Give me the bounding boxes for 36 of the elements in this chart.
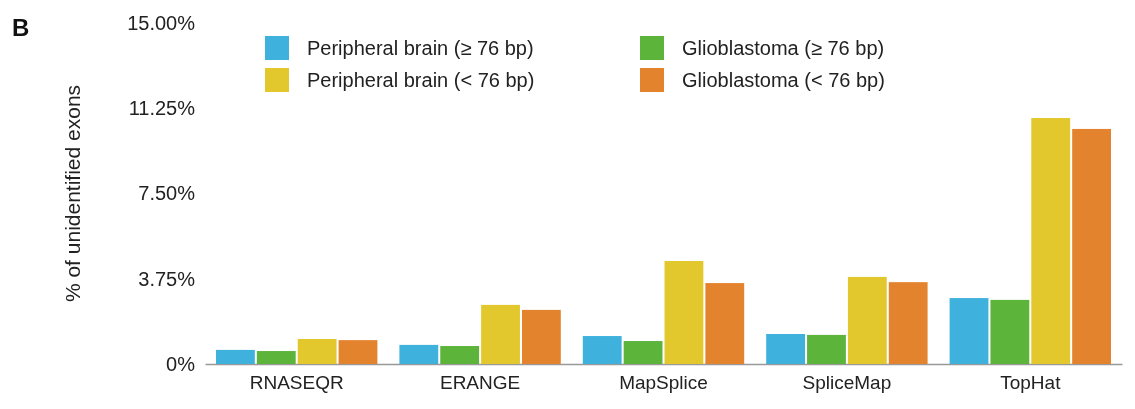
x-tick-label: SpliceMap <box>802 372 892 394</box>
bar <box>216 349 255 364</box>
bar <box>807 334 846 364</box>
bar <box>990 299 1030 364</box>
legend-label: Peripheral brain (≥ 76 bp) <box>307 37 534 59</box>
legend-label: Peripheral brain (< 76 bp) <box>307 69 535 91</box>
bar <box>297 338 337 364</box>
bar <box>521 309 561 364</box>
bar <box>766 333 806 364</box>
legend-label: Glioblastoma (< 76 bp) <box>682 69 885 91</box>
y-tick-label: 3.75% <box>138 267 196 290</box>
bar <box>705 283 745 364</box>
bar <box>664 261 704 364</box>
x-tick-label: MapSplice <box>619 372 708 394</box>
x-tick-label: ERANGE <box>439 372 521 394</box>
bar <box>338 340 378 364</box>
y-tick-label: 0% <box>166 352 196 375</box>
text: B <box>12 14 30 41</box>
bar <box>949 298 989 364</box>
y-tick-label: 15.00% <box>127 11 196 34</box>
x-tick-label: RNASEQR <box>249 372 344 394</box>
y-tick-label: 11.25% <box>128 97 196 120</box>
bar <box>1031 118 1071 364</box>
bar <box>1072 128 1111 364</box>
bar <box>481 304 520 364</box>
y-tick-label: 7.50% <box>138 182 196 205</box>
bar <box>256 351 296 364</box>
legend-label: Glioblastoma (≥ 76 bp) <box>682 37 885 59</box>
bar <box>888 282 928 364</box>
x-tick-label: TopHat <box>1000 372 1062 394</box>
bar <box>440 346 480 364</box>
bar <box>847 276 887 364</box>
bar <box>399 344 439 364</box>
bar <box>582 336 622 364</box>
bar <box>623 341 663 364</box>
y-axis-title: % of unidentified exons <box>61 84 84 303</box>
